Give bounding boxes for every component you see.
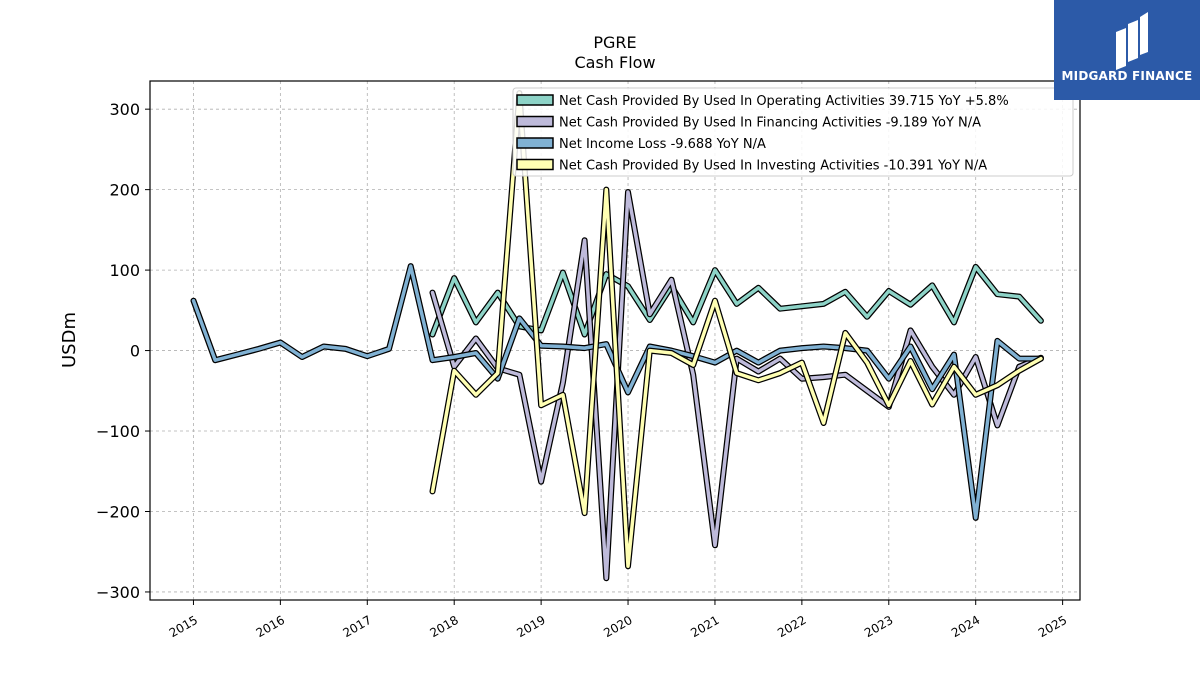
y-tick-label: −200	[96, 502, 140, 521]
chart-subtitle: Cash Flow	[574, 53, 655, 72]
plot-frame	[149, 80, 1081, 601]
legend-entry: Net Income Loss -9.688 YoY N/A	[559, 137, 766, 152]
legend-entry: Net Cash Provided By Used In Financing A…	[559, 116, 981, 131]
y-axis-label: USDm	[59, 312, 80, 368]
y-axis-ticks: −300 −200 −100 0 100 200 300	[96, 100, 150, 602]
series-line-outline-2	[429, 189, 1044, 582]
x-tick-label: 2018	[427, 613, 460, 640]
x-tick-label: 2021	[688, 613, 721, 640]
x-tick-label: 2016	[254, 613, 287, 640]
series-layer	[190, 90, 1044, 582]
midgard-logo-icon	[1116, 12, 1148, 70]
x-tick-label: 2025	[1036, 613, 1069, 640]
legend: Net Cash Provided By Used In Operating A…	[512, 87, 1074, 177]
y-tick-label: 0	[130, 342, 140, 361]
x-tick-label: 2023	[862, 613, 895, 640]
chart-title: PGRE	[593, 33, 636, 52]
x-tick-label: 2019	[514, 613, 547, 640]
legend-swatch	[516, 94, 554, 106]
x-tick-label: 2015	[167, 613, 200, 640]
y-tick-label: −300	[96, 583, 140, 602]
legend-swatch	[516, 115, 554, 128]
x-tick-label: 2024	[949, 613, 982, 640]
legend-swatch	[516, 137, 554, 149]
brand-logo: MIDGARD FINANCE	[1054, 0, 1200, 100]
x-tick-label: 2020	[601, 613, 634, 640]
x-tick-label: 2022	[775, 613, 808, 640]
x-tick-label: 2017	[341, 613, 374, 640]
x-axis-ticks: 2015 2016 2017 2018 2019 2020 2021 2022 2023 2024…	[167, 600, 1069, 640]
y-tick-label: −100	[96, 422, 140, 441]
y-tick-label: 300	[109, 100, 140, 119]
legend-entry: Net Cash Provided By Used In Investing A…	[559, 159, 987, 174]
series-line-4	[430, 91, 1043, 568]
y-tick-label: 100	[109, 261, 140, 280]
legend-box	[512, 87, 1074, 177]
y-tick-label: 200	[109, 181, 140, 200]
legend-entry: Net Cash Provided By Used In Operating A…	[559, 94, 1009, 109]
legend-swatch	[516, 158, 554, 171]
brand-name: MIDGARD FINANCE	[1061, 69, 1193, 83]
